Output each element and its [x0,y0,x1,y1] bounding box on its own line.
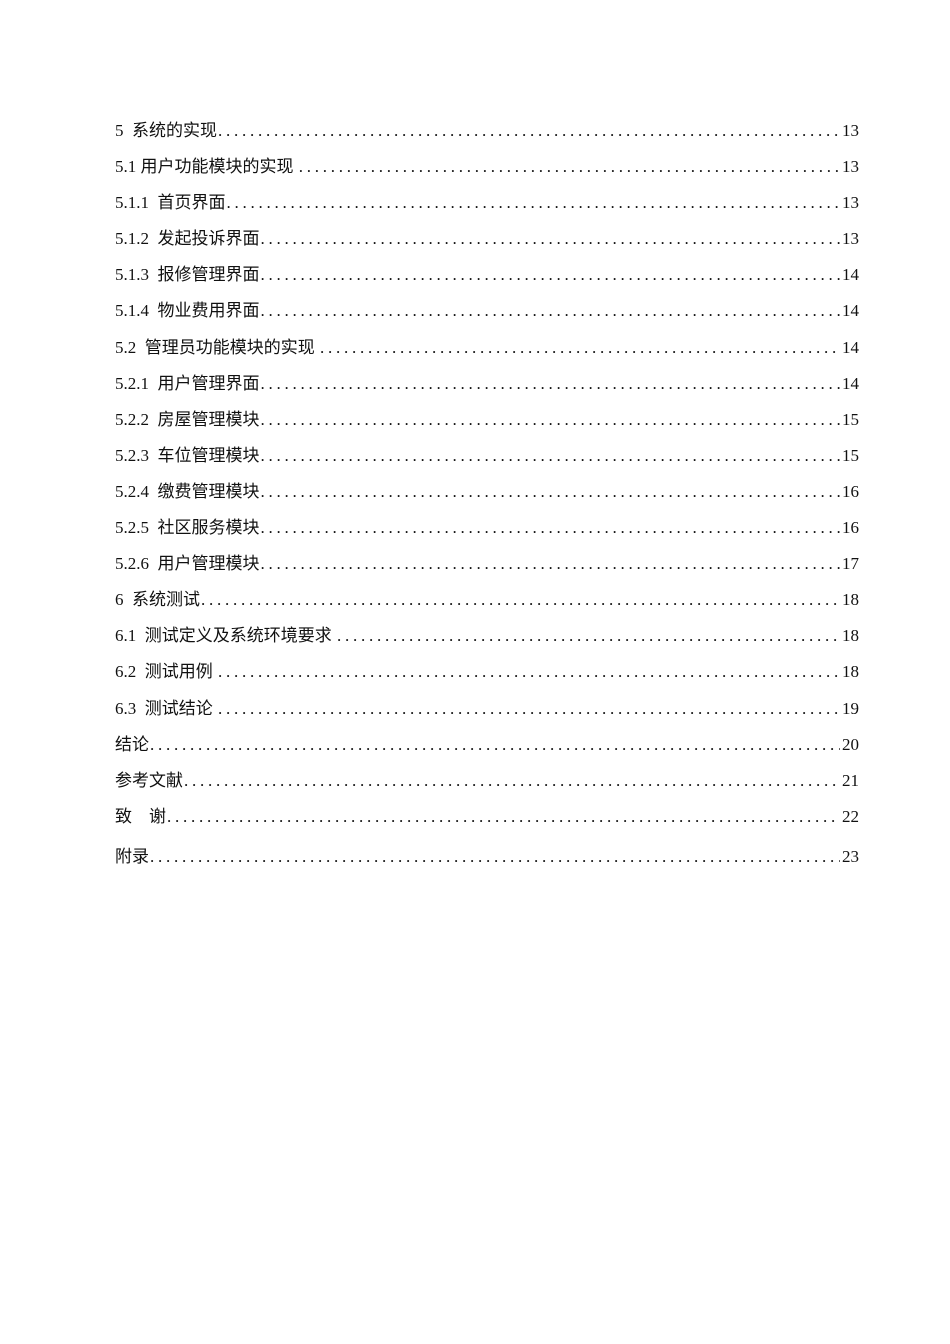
toc-entry-title: 5.2.3 车位管理模块 [115,445,260,465]
toc-entry[interactable]: 5.2.6 用户管理模块 17 [115,546,859,582]
toc-entry-page: 18 [842,662,859,682]
toc-entry[interactable]: 5.1.1 首页界面 13 [115,185,859,221]
toc-entry-title: 结论 [115,734,149,754]
toc-entry[interactable]: 结论 20 [115,727,859,763]
toc-entry-page: 19 [842,698,859,718]
toc-entry[interactable]: 附录 23 [115,839,859,875]
toc-entry-title: 5.1.4 物业费用界面 [115,301,260,321]
toc-entry-title: 附录 [115,846,149,866]
toc-entry-page: 15 [842,409,859,429]
toc-entry-title: 5.1 用户功能模块的实现 [115,157,298,177]
toc-entry[interactable]: 5.1.2 发起投诉界面 13 [115,221,859,257]
toc-entry-title: 参考文献 [115,770,183,790]
dot-leader [261,546,841,582]
toc-entry-title: 5.2.4 缴费管理模块 [115,481,260,501]
dot-leader [150,839,840,875]
dot-leader [218,113,840,149]
toc-entry-title: 6.1 测试定义及系统环境要求 [115,626,336,646]
dot-leader [184,763,840,799]
dot-leader [261,293,841,329]
toc-entry[interactable]: 致 谢 22 [115,799,859,835]
toc-entry-page: 16 [842,481,859,501]
toc-entry[interactable]: 5.2.3 车位管理模块 15 [115,438,859,474]
toc-entry-title: 6.2 测试用例 [115,662,217,682]
toc-entry-title: 5.2.1 用户管理界面 [115,373,260,393]
toc-entry-title: 6.3 测试结论 [115,698,217,718]
dot-leader [299,149,840,185]
dot-leader [227,185,841,221]
toc-entry-title: 5.2.6 用户管理模块 [115,554,260,574]
toc-entry-page: 13 [842,229,859,249]
toc-entry[interactable]: 5.1.3 报修管理界面 14 [115,257,859,293]
toc-entry-page: 14 [842,301,859,321]
toc-entry-title: 6 系统测试 [115,590,200,610]
dot-leader [320,330,840,366]
toc-entry[interactable]: 5.2.1 用户管理界面 14 [115,366,859,402]
toc-entry-title: 5.2 管理员功能模块的实现 [115,337,319,357]
toc-entry[interactable]: 5.1 用户功能模块的实现 13 [115,149,859,185]
toc-entry-page: 23 [842,846,859,866]
toc-entry-title: 5.2.2 房屋管理模块 [115,409,260,429]
toc-entry-page: 14 [842,373,859,393]
toc-entry-page: 13 [842,157,859,177]
toc-entry[interactable]: 6.1 测试定义及系统环境要求 18 [115,618,859,654]
toc-entry[interactable]: 6 系统测试 18 [115,582,859,618]
toc-entry-page: 13 [842,121,859,140]
toc-entry[interactable]: 5.2.2 房屋管理模块 15 [115,402,859,438]
toc-entry-page: 21 [842,770,859,790]
toc-entry-title: 5.2.5 社区服务模块 [115,518,260,538]
dot-leader [261,366,841,402]
dot-leader [150,727,840,763]
toc-entry[interactable]: 5.1.4 物业费用界面 14 [115,293,859,329]
toc-entry-title: 5.1.3 报修管理界面 [115,265,260,285]
toc-entry[interactable]: 6.3 测试结论 19 [115,691,859,727]
dot-leader [261,221,841,257]
toc-entry[interactable]: 5.2 管理员功能模块的实现 14 [115,330,859,366]
dot-leader [218,691,840,727]
dot-leader [261,438,841,474]
dot-leader [167,799,840,835]
dot-leader [261,257,841,293]
toc-entry-page: 17 [842,554,859,574]
dot-leader [218,654,840,690]
toc-entry-page: 15 [842,445,859,465]
dot-leader [261,402,841,438]
dot-leader [337,618,840,654]
toc-entry-page: 14 [842,337,859,357]
toc-entry-title: 5.1.1 首页界面 [115,193,226,213]
toc-entry[interactable]: 5.2.4 缴费管理模块 16 [115,474,859,510]
toc-entry[interactable]: 5.2.5 社区服务模块 16 [115,510,859,546]
table-of-contents: 5 系统的实现135.1 用户功能模块的实现 135.1.1 首页界面135.1… [115,113,859,875]
toc-entry-page: 18 [842,590,859,610]
toc-entry[interactable]: 5 系统的实现 13 [115,113,859,149]
toc-entry-title: 致 谢 [115,806,166,826]
toc-entry-page: 18 [842,626,859,646]
toc-entry-page: 14 [842,265,859,285]
dot-leader [261,510,841,546]
toc-entry[interactable]: 6.2 测试用例 18 [115,654,859,690]
toc-entry[interactable]: 参考文献 21 [115,763,859,799]
dot-leader [201,582,840,618]
toc-entry-page: 13 [842,193,859,213]
toc-entry-title: 5.1.2 发起投诉界面 [115,229,260,249]
toc-entry-page: 22 [842,806,859,826]
dot-leader [261,474,841,510]
toc-entry-page: 16 [842,518,859,538]
toc-entry-title: 5 系统的实现 [115,121,217,140]
toc-entry-page: 20 [842,734,859,754]
